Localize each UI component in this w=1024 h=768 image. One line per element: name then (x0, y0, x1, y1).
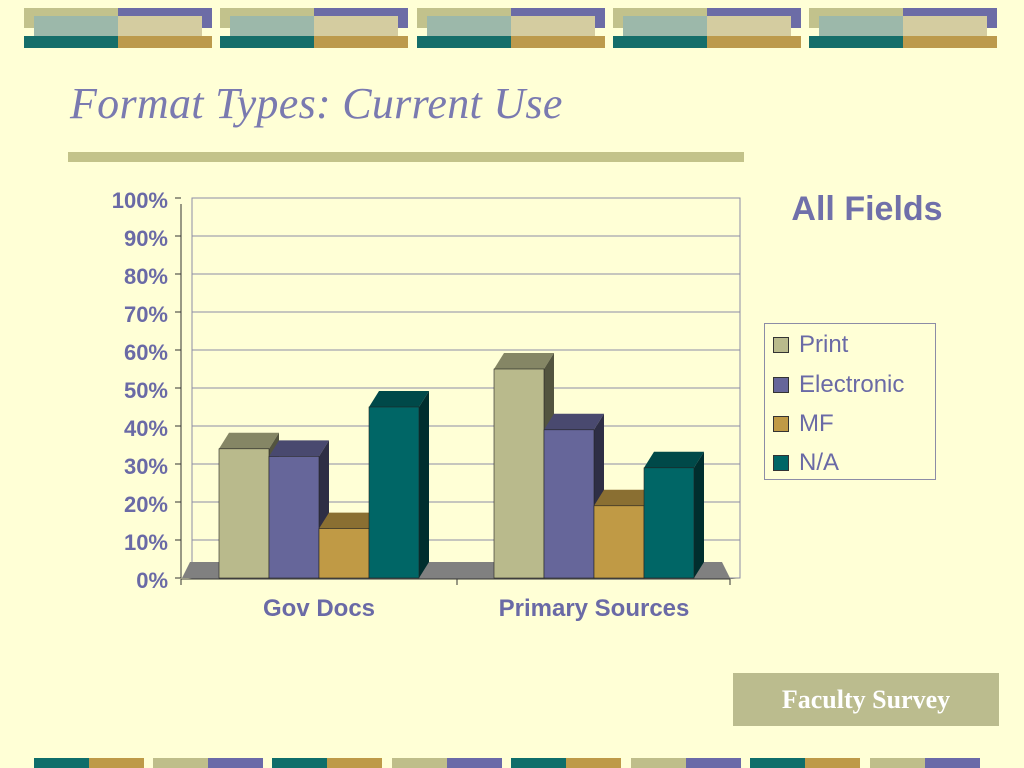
y-tick-label: 100% (112, 188, 168, 213)
bar-top (544, 413, 604, 430)
bar (368, 406, 420, 579)
legend-item: MF (773, 410, 834, 437)
y-tick-label: 60% (124, 340, 168, 365)
legend-label: Print (799, 331, 849, 358)
slide-title: Format Types: Current Use (70, 79, 563, 128)
y-tick-label: 50% (124, 378, 168, 403)
bottom-decor-tile (750, 758, 860, 768)
footer-box: Faculty Survey (733, 673, 999, 726)
bottom-decorative-band (0, 758, 1024, 768)
bar-top (369, 391, 429, 407)
bar-top (219, 432, 279, 449)
chart-title: All Fields (791, 190, 943, 228)
bar-top (269, 440, 329, 457)
legend-swatch (773, 416, 789, 432)
top-decorative-band (0, 8, 1024, 48)
y-tick-label: 70% (124, 302, 168, 327)
bar (543, 429, 595, 579)
bar-side (419, 391, 429, 578)
bar-top (594, 489, 654, 506)
chart-legend: Print Electronic MF N/A (764, 323, 936, 480)
footer-label: Faculty Survey (781, 684, 951, 714)
bar (493, 368, 545, 579)
y-tick-label: 10% (124, 530, 168, 555)
legend-swatch (773, 455, 789, 471)
bottom-decor-tile (392, 758, 502, 768)
y-tick-label: 20% (124, 492, 168, 517)
top-decor-tile (24, 8, 212, 48)
y-tick-label: 0% (136, 568, 168, 593)
bar-top (644, 451, 704, 468)
y-tick-label: 40% (124, 416, 168, 441)
title-underline (68, 152, 744, 162)
top-decor-tile (417, 8, 605, 48)
bottom-decor-tile (153, 758, 263, 768)
legend-label: MF (799, 410, 834, 437)
y-tick-label: 30% (124, 454, 168, 479)
legend-label: Electronic (799, 371, 905, 398)
bottom-decor-tile (631, 758, 741, 768)
x-tick-label: Primary Sources (499, 595, 690, 622)
bar (643, 467, 695, 579)
top-decor-tile (613, 8, 801, 48)
top-decor-tile (809, 8, 997, 48)
legend-item: Electronic (773, 371, 905, 398)
x-tick-label: Gov Docs (263, 595, 375, 622)
y-tick-label: 90% (124, 226, 168, 251)
bottom-decor-tile (870, 758, 980, 768)
top-decor-tile (220, 8, 408, 48)
bar (593, 505, 645, 579)
legend-swatch (773, 337, 789, 353)
bar-top (319, 512, 379, 529)
bar (268, 456, 320, 579)
bottom-decor-tile (34, 758, 144, 768)
bottom-decor-tile (272, 758, 382, 768)
legend-label: N/A (799, 449, 840, 476)
legend-swatch (773, 377, 789, 393)
bar-side (694, 451, 704, 578)
bar-chart: 0% 10% 20% 30% 40% 50% 60% 70% 80% 90% 100% Gov Doc… (112, 188, 741, 622)
y-tick-label: 80% (124, 264, 168, 289)
bar (318, 528, 370, 579)
bar (218, 448, 270, 579)
legend-item: N/A (773, 449, 840, 476)
bar-top (494, 353, 554, 369)
legend-item: Print (773, 331, 849, 358)
bottom-decor-tile (511, 758, 621, 768)
